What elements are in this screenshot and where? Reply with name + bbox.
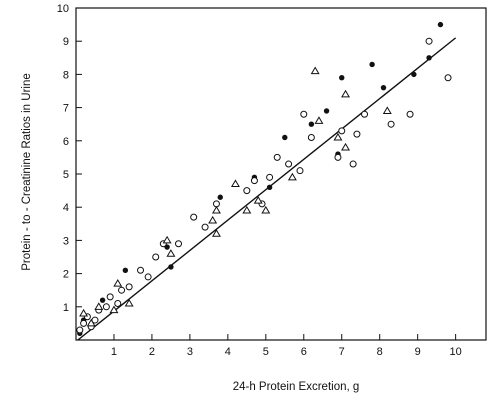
open-circle-point: [76, 326, 84, 334]
open-circle-point: [444, 74, 452, 82]
open-circle-point: [296, 167, 304, 175]
x-tick-label: 1: [111, 346, 117, 358]
open-triangle-point: [79, 308, 89, 317]
y-tick-label: 7: [63, 103, 69, 115]
open-triangle-point: [94, 302, 104, 310]
x-tick-label: 4: [225, 346, 231, 358]
open-circle-point: [137, 266, 145, 274]
y-tick-label: 9: [63, 36, 69, 48]
open-triangle-point: [124, 298, 134, 307]
open-triangle-point: [253, 195, 263, 204]
open-triangle-point: [230, 179, 240, 187]
open-circle-point: [152, 253, 160, 261]
open-circle-point: [125, 283, 133, 291]
open-circle-point: [91, 316, 99, 324]
regression-line: [77, 37, 457, 341]
open-triangle-point: [208, 215, 218, 224]
x-tick-label: 6: [301, 346, 307, 358]
filled-circle-point: [339, 75, 345, 81]
y-tick-label: 10: [57, 3, 69, 15]
open-circle-point: [338, 127, 346, 135]
x-axis-ticks: 1 2 3 4 5 6 7 8 9 10: [111, 334, 462, 358]
open-circle-point: [334, 153, 342, 161]
open-circle-point: [273, 153, 281, 161]
open-circle-point: [353, 130, 361, 138]
open-circle-point: [300, 110, 308, 118]
x-tick-label: 3: [187, 346, 193, 358]
y-tick-label: 5: [63, 169, 69, 181]
open-circle-point: [307, 133, 315, 141]
filled-circle-point: [266, 184, 273, 190]
x-tick-label: 10: [450, 346, 462, 358]
open-circle-point: [425, 37, 433, 45]
y-axis-ticks: 1 2 3 4 5 6 7 8 9 10: [57, 3, 82, 314]
filled-circle-point: [437, 21, 444, 28]
open-triangle-point: [211, 205, 221, 214]
open-triangle-point: [314, 116, 324, 124]
data-points: [76, 21, 452, 337]
x-tick-label: 9: [415, 346, 421, 358]
open-circle-point: [118, 286, 126, 294]
y-tick-label: 4: [63, 202, 69, 214]
open-triangle-point: [341, 89, 351, 98]
filled-circle-point: [369, 61, 375, 68]
open-triangle-point: [287, 172, 297, 181]
x-tick-label: 8: [377, 346, 383, 358]
filled-circle-point: [168, 264, 174, 270]
open-triangle-point: [310, 66, 320, 75]
y-tick-label: 2: [63, 269, 69, 281]
open-triangle-point: [166, 249, 176, 257]
open-circle-point: [243, 187, 251, 195]
filled-circle-point: [380, 84, 387, 91]
open-triangle-point: [86, 318, 96, 327]
y-tick-label: 1: [63, 302, 69, 314]
open-circle-point: [250, 177, 258, 185]
open-circle-point: [80, 319, 88, 327]
plot-border: [75, 7, 487, 341]
open-circle-point: [387, 120, 395, 128]
x-tick-label: 2: [149, 346, 155, 358]
open-circle-point: [175, 240, 182, 248]
filled-circle-point: [122, 267, 129, 273]
filled-circle-point: [282, 134, 288, 141]
open-circle-point: [361, 110, 369, 118]
y-axis-label: Protein - to - Creatinine Ratios in Urin…: [21, 73, 33, 271]
y-tick-label: 3: [63, 235, 69, 247]
x-axis-label: 24-h Protein Excretion, g: [233, 381, 360, 393]
x-tick-label: 7: [339, 346, 345, 358]
x-tick-label: 5: [263, 346, 269, 358]
filled-circle-point: [99, 297, 106, 303]
open-triangle-point: [242, 205, 252, 214]
open-circle-point: [406, 110, 414, 118]
open-circle-point: [106, 293, 114, 301]
filled-circle-point: [323, 108, 330, 114]
y-tick-label: 8: [63, 69, 69, 81]
open-triangle-point: [382, 106, 392, 114]
open-triangle-point: [261, 205, 271, 214]
filled-circle-point: [308, 121, 315, 127]
open-circle-point: [102, 303, 110, 311]
open-circle-point: [266, 173, 274, 181]
open-triangle-point: [211, 229, 221, 237]
open-circle-point: [349, 160, 357, 168]
open-circle-point: [190, 213, 198, 221]
regression-line-group: [77, 37, 457, 341]
filled-circle-point: [426, 55, 432, 61]
open-triangle-point: [333, 132, 343, 141]
open-circle-point: [114, 299, 122, 307]
filled-circle-point: [411, 71, 417, 78]
open-circle-point: [285, 160, 293, 168]
open-triangle-point: [113, 278, 123, 287]
open-circle-point: [144, 273, 152, 281]
open-circle-point: [201, 223, 209, 231]
open-triangle-point: [341, 142, 351, 151]
open-triangle-point: [162, 235, 172, 244]
filled-circle-point: [217, 194, 223, 200]
plot-frame: [75, 7, 487, 341]
open-triangle-point: [109, 305, 119, 314]
y-tick-label: 6: [63, 136, 69, 148]
